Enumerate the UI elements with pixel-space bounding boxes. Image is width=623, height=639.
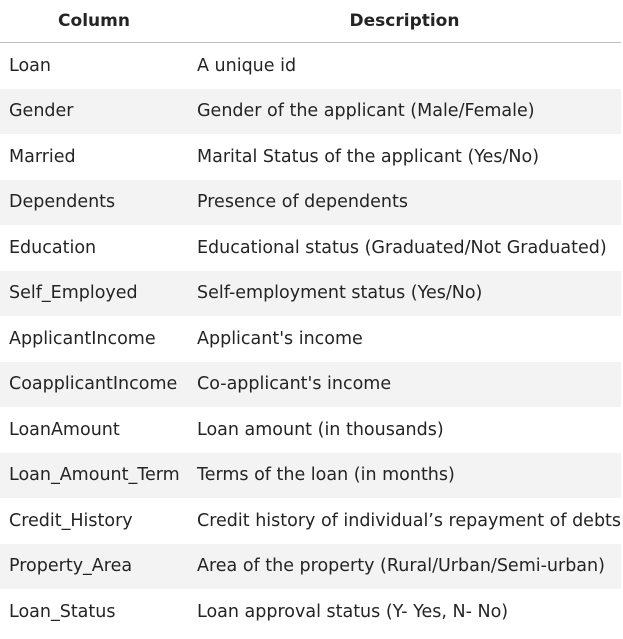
description-cell: Credit history of individual’s repayment… — [188, 498, 621, 544]
column-name-cell: Credit_History — [0, 498, 188, 544]
table-row: Self_Employed Self-employment status (Ye… — [0, 270, 621, 316]
header-row: Column Description — [0, 0, 621, 43]
table-row: Education Educational status (Graduated/… — [0, 225, 621, 271]
column-name-cell: Gender — [0, 88, 188, 134]
description-cell: Co-applicant's income — [188, 361, 621, 407]
table-row: Loan_Amount_Term Terms of the loan (in m… — [0, 452, 621, 498]
description-cell: A unique id — [188, 42, 621, 89]
column-name-cell: Married — [0, 134, 188, 180]
column-name-cell: Education — [0, 225, 188, 271]
table-row: ApplicantIncome Applicant's income — [0, 316, 621, 362]
description-cell: Marital Status of the applicant (Yes/No) — [188, 134, 621, 180]
column-name-cell: LoanAmount — [0, 407, 188, 453]
column-name-cell: Self_Employed — [0, 270, 188, 316]
table-row: Loan A unique id — [0, 42, 621, 89]
table-row: Married Marital Status of the applicant … — [0, 134, 621, 180]
column-name-cell: Loan_Status — [0, 589, 188, 635]
column-name-cell: Property_Area — [0, 543, 188, 589]
table-row: Gender Gender of the applicant (Male/Fem… — [0, 88, 621, 134]
table-header: Column Description — [0, 0, 621, 43]
table-row: Property_Area Area of the property (Rura… — [0, 543, 621, 589]
column-name-cell: Dependents — [0, 179, 188, 225]
table-row: Loan_Status Loan approval status (Y- Yes… — [0, 589, 621, 635]
description-cell: Loan amount (in thousands) — [188, 407, 621, 453]
description-cell: Gender of the applicant (Male/Female) — [188, 88, 621, 134]
table-row: CoapplicantIncome Co-applicant's income — [0, 361, 621, 407]
header-description: Description — [188, 0, 621, 43]
description-cell: Area of the property (Rural/Urban/Semi-u… — [188, 543, 621, 589]
description-cell: Educational status (Graduated/Not Gradua… — [188, 225, 621, 271]
table-row: Dependents Presence of dependents — [0, 179, 621, 225]
header-column: Column — [0, 0, 188, 43]
column-name-cell: Loan_Amount_Term — [0, 452, 188, 498]
table-body: Loan A unique id Gender Gender of the ap… — [0, 42, 621, 635]
column-name-cell: Loan — [0, 42, 188, 89]
description-cell: Loan approval status (Y- Yes, N- No) — [188, 589, 621, 635]
description-cell: Self-employment status (Yes/No) — [188, 270, 621, 316]
column-name-cell: CoapplicantIncome — [0, 361, 188, 407]
description-cell: Presence of dependents — [188, 179, 621, 225]
description-cell: Applicant's income — [188, 316, 621, 362]
column-name-cell: ApplicantIncome — [0, 316, 188, 362]
description-cell: Terms of the loan (in months) — [188, 452, 621, 498]
table-row: Credit_History Credit history of individ… — [0, 498, 621, 544]
table-row: LoanAmount Loan amount (in thousands) — [0, 407, 621, 453]
